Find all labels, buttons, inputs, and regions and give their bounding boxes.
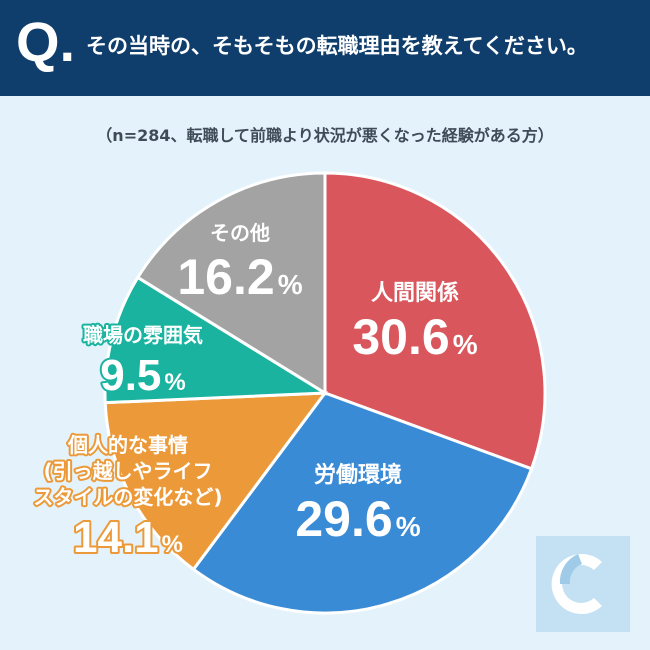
slice-label-atmosphere: 職場の雰囲気 [83,323,203,347]
pie-slice-atmosphere [103,275,330,405]
slice-value-work_environment: 29.6% [295,491,420,547]
slice-label-work_environment: 労働環境 [314,462,402,488]
slice-label-other: その他 [210,221,270,245]
pie-slice-other [135,171,327,396]
pie-slice-work_environment [191,391,534,615]
pie-slice-personal [103,391,329,572]
question-header: Q. その当時の、そもそもの転職理由を教えてください。 [0,0,650,96]
question-title: その当時の、そもそもの転職理由を教えてください。 [86,34,588,58]
slice-label-personal: 個人的な事情 [67,433,188,457]
slice-value-other: 16.2% [177,249,302,305]
pie-slice-relationships [323,171,547,471]
slice-label-personal: (引っ越しやライフ [44,459,213,483]
slice-value-personal: 14.1% [73,513,183,562]
q-mark: Q. [16,10,76,73]
slice-value-relationships: 30.6% [352,309,477,365]
slice-label-personal: スタイルの変化など) [33,485,222,509]
survey-note: （n=284、転職して前職より状況が悪くなった経験がある方） [96,126,554,145]
slice-value-atmosphere: 9.5% [100,351,186,400]
c-logo-icon [536,536,630,632]
slice-label-relationships: 人間関係 [371,281,459,306]
